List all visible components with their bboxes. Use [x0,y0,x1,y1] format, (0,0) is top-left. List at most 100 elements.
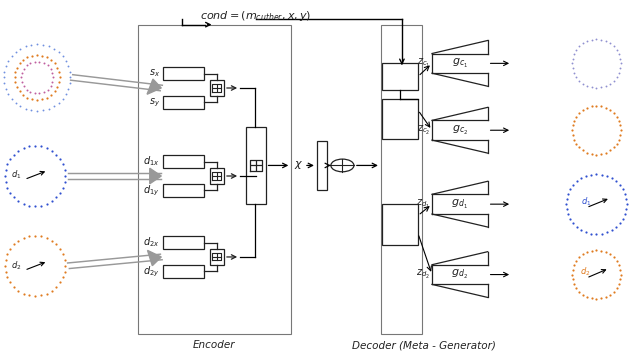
Point [13,288,24,294]
Point [5,157,15,162]
Point [10,70,20,75]
Point [19,291,29,296]
Point [30,293,40,298]
Point [0,80,10,86]
Point [61,91,71,97]
Point [574,289,584,295]
Point [574,145,584,150]
Point [569,70,579,75]
Point [611,224,621,230]
Point [63,86,74,92]
Point [51,194,61,200]
Point [605,107,615,113]
Point [5,190,15,195]
Point [19,201,29,207]
Point [24,293,35,298]
Point [49,61,60,66]
Point [578,81,588,86]
Point [591,296,602,302]
Point [20,106,31,112]
Point [596,84,606,90]
FancyBboxPatch shape [246,127,266,204]
Point [591,171,602,177]
Point [614,70,624,75]
Point [53,100,63,106]
Text: $d_1$: $d_1$ [581,195,591,208]
Point [601,38,611,44]
Point [615,276,625,282]
Point [9,194,19,200]
Point [47,148,57,154]
Point [32,41,42,47]
Point [36,293,46,298]
Point [38,107,48,113]
Point [35,90,45,96]
Point [5,279,15,285]
Point [55,246,65,252]
Point [38,89,49,95]
Point [596,296,606,301]
Point [9,284,19,290]
Point [52,65,63,70]
Point [0,173,10,179]
Point [15,89,25,94]
Point [0,69,10,75]
FancyBboxPatch shape [163,67,204,80]
Text: $g_{d_2}$: $g_{d_2}$ [451,268,468,281]
Point [60,173,70,179]
Text: $z_{d_1}$: $z_{d_1}$ [416,197,430,211]
Text: $d_2$: $d_2$ [580,265,590,278]
FancyBboxPatch shape [138,25,291,334]
Point [587,103,597,109]
Point [601,83,611,89]
Text: $cond = (m_{cuther}, x, y)$: $cond = (m_{cuther}, x, y)$ [200,9,312,23]
Point [3,162,13,167]
Point [591,247,602,253]
FancyBboxPatch shape [382,63,418,90]
Point [605,40,615,46]
FancyBboxPatch shape [382,99,418,139]
Point [13,148,24,154]
Point [1,269,11,275]
Point [10,75,20,80]
Point [48,75,58,80]
Point [42,87,52,92]
Point [571,258,581,264]
Point [15,61,25,66]
Point [29,90,40,96]
Point [581,230,591,235]
Point [582,38,592,44]
Point [32,97,42,103]
Point [42,145,52,151]
Point [574,110,584,116]
Point [60,179,70,185]
Point [3,251,13,257]
Point [0,75,9,80]
Point [58,275,68,280]
Point [1,167,11,173]
Point [58,251,68,257]
Point [582,150,592,156]
Polygon shape [150,168,161,184]
Point [567,61,577,66]
Point [6,96,17,102]
FancyBboxPatch shape [163,265,204,278]
FancyBboxPatch shape [163,184,204,197]
Text: Encoder: Encoder [193,340,236,350]
Point [10,80,20,85]
Point [612,141,622,146]
Point [26,89,36,95]
Point [561,201,572,207]
Text: $z_{d_2}$: $z_{d_2}$ [416,268,430,281]
Point [568,123,578,128]
Text: $d_{1x}$: $d_{1x}$ [143,155,160,169]
Point [24,203,35,208]
Point [591,36,602,42]
Point [616,61,626,66]
Point [571,74,581,80]
Point [18,57,28,63]
Point [22,95,33,100]
Point [58,96,68,102]
FancyBboxPatch shape [163,236,204,249]
Point [574,254,584,260]
